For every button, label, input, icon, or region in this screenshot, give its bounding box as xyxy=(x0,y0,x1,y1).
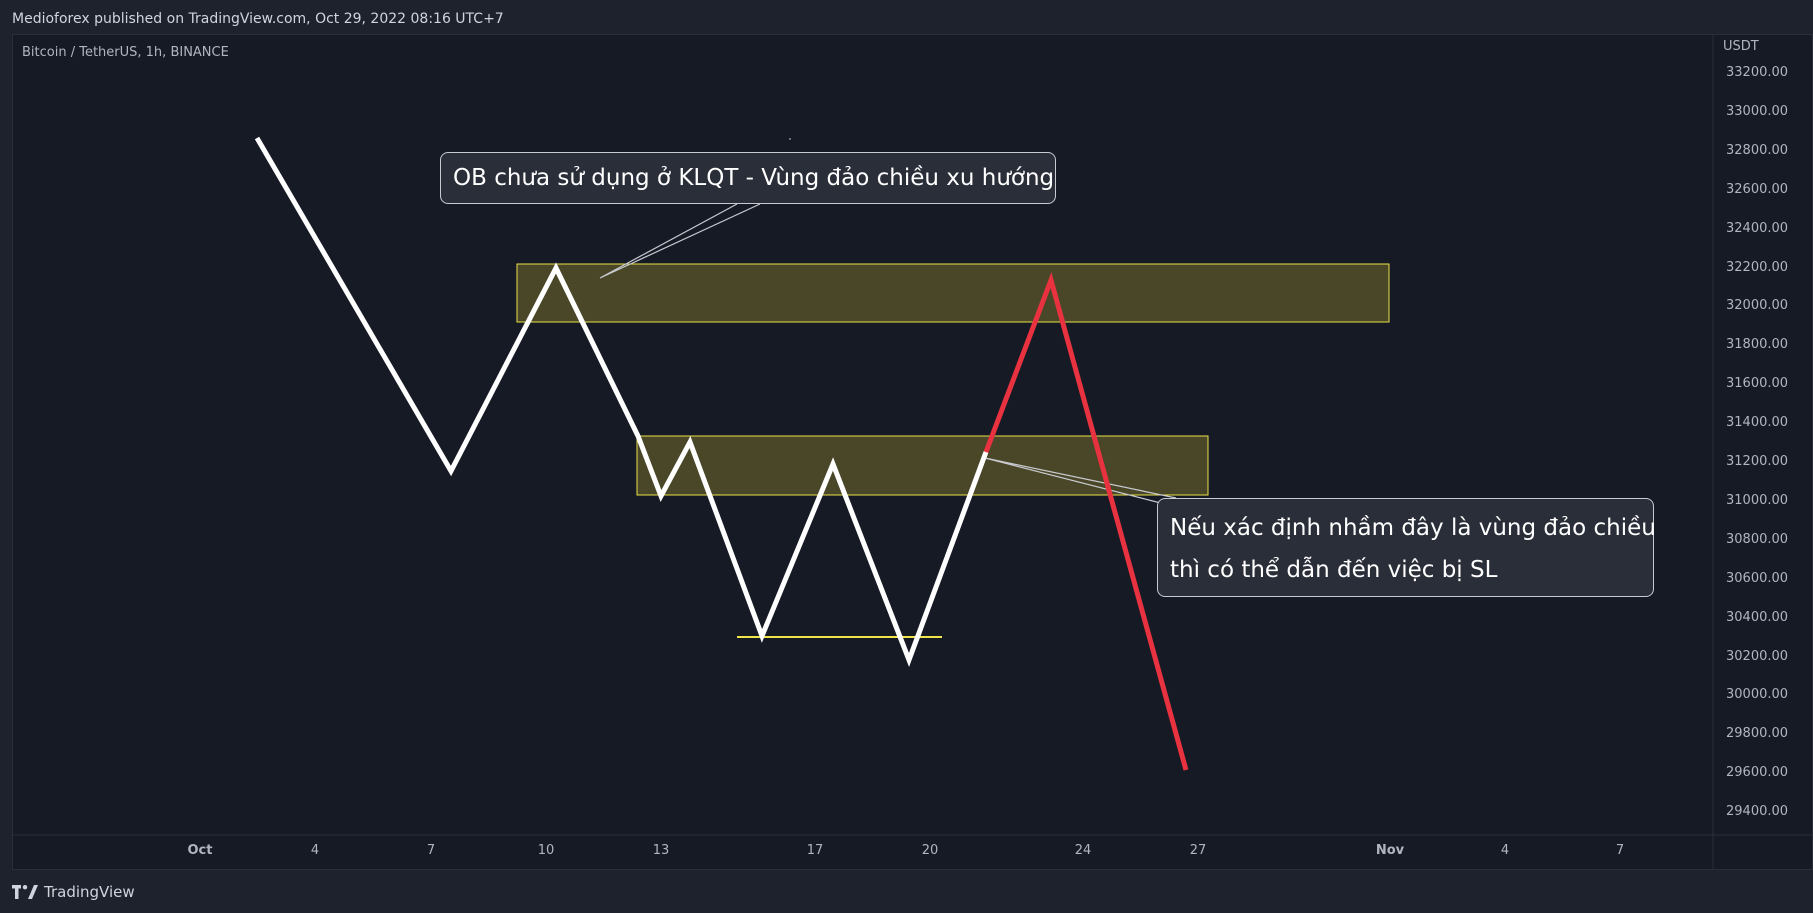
time-tick-label: 10 xyxy=(537,843,555,858)
time-tick-label: 20 xyxy=(921,843,939,858)
time-tick-label: 4 xyxy=(310,843,320,858)
price-axis-currency: USDT xyxy=(1723,39,1759,54)
price-tick-label: 32200.00 xyxy=(1726,259,1789,275)
time-tick-label: 7 xyxy=(426,843,436,858)
price-tick-label: 31400.00 xyxy=(1726,415,1789,431)
price-tick-label: 33200.00 xyxy=(1726,65,1789,80)
time-tick-label: 7 xyxy=(1615,843,1625,858)
footer-brand[interactable]: TradingView xyxy=(44,883,135,901)
price-tick-label: 31600.00 xyxy=(1726,376,1789,392)
time-tick-label: 27 xyxy=(1189,843,1207,858)
price-tick-label: 33000.00 xyxy=(1726,103,1789,119)
price-tick-label: 29600.00 xyxy=(1726,765,1789,781)
symbol-label[interactable]: Bitcoin / TetherUS, 1h, BINANCE xyxy=(22,45,229,60)
tradingview-logo-icon xyxy=(12,885,38,899)
publish-info: Medioforex published on TradingView.com,… xyxy=(12,11,504,27)
time-tick-label: 24 xyxy=(1074,843,1092,858)
price-tick-label: 31200.00 xyxy=(1726,454,1789,469)
time-tick-label: Oct xyxy=(187,843,213,858)
price-tick-label: 32800.00 xyxy=(1726,142,1789,158)
zone-upper-order-block xyxy=(516,263,1390,323)
callout-top-pointer xyxy=(599,203,761,279)
time-tick-label: 4 xyxy=(1500,843,1510,858)
price-tick-label: 30800.00 xyxy=(1726,531,1789,547)
price-tick-label: 30600.00 xyxy=(1726,570,1789,586)
price-tick-label: 29400.00 xyxy=(1726,804,1789,820)
callout-bottom-line1: Nếu xác định nhầm đây là vùng đảo chiều xyxy=(1170,515,1656,541)
price-tick-label: 31000.00 xyxy=(1726,492,1789,508)
time-tick-label: 17 xyxy=(806,843,824,858)
price-tick-label: 29800.00 xyxy=(1726,726,1789,742)
price-tick-label: 32000.00 xyxy=(1726,298,1789,314)
price-tick-label: 30000.00 xyxy=(1726,687,1789,703)
price-tick-label: 30400.00 xyxy=(1726,609,1789,625)
price-tick-label: 30200.00 xyxy=(1726,648,1789,664)
price-path-white xyxy=(254,136,989,668)
price-tick-label: 32400.00 xyxy=(1726,220,1789,236)
price-axis[interactable]: USDT 33200.00 33000.00 32800.00 32600.00 324… xyxy=(1713,34,1813,835)
price-tick-label: 32600.00 xyxy=(1726,181,1789,197)
price-path-red xyxy=(983,271,1189,771)
time-tick-label: 13 xyxy=(652,843,670,858)
footer: TradingView xyxy=(12,880,135,904)
time-tick-label: Nov xyxy=(1375,843,1405,858)
marker-dot xyxy=(789,138,791,140)
time-axis[interactable]: Oct 4 7 10 13 17 20 24 27 Nov 4 7 xyxy=(12,835,1713,870)
callout-bottom[interactable]: Nếu xác định nhầm đây là vùng đảo chiều … xyxy=(1157,498,1656,597)
zone-lower-order-block xyxy=(636,435,1209,496)
callout-bottom-line2: thì có thể dẫn đến việc bị SL xyxy=(1170,557,1498,583)
callout-top[interactable]: OB chưa sử dụng ở KLQT - Vùng đảo chiều … xyxy=(440,152,1056,204)
price-tick-label: 31800.00 xyxy=(1726,337,1789,353)
